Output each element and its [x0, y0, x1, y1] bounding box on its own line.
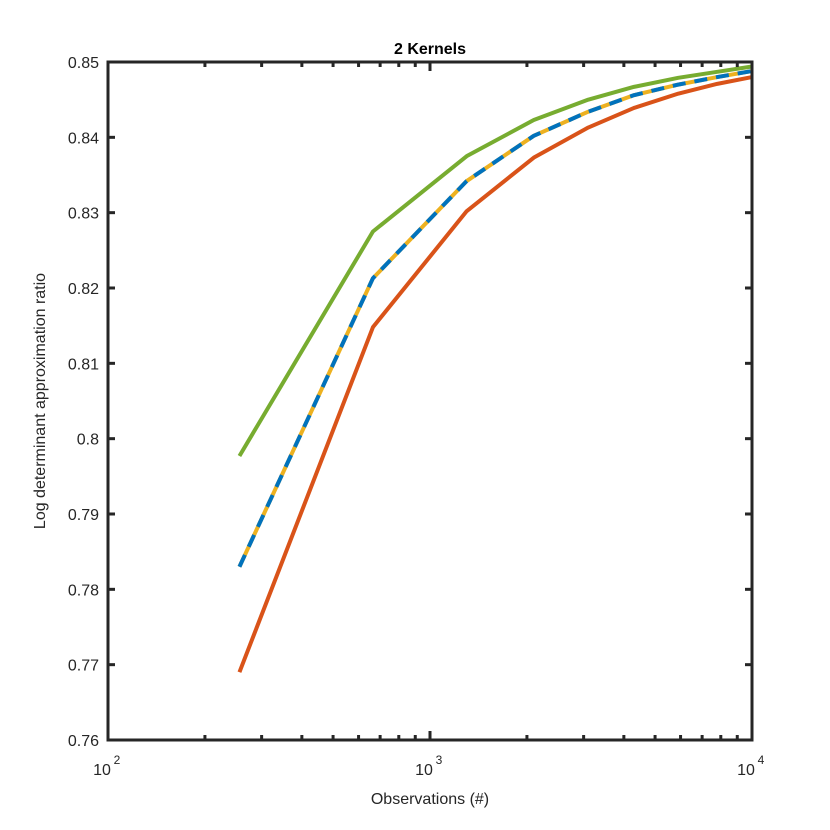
x-tick-label-exponent: 4 [758, 753, 765, 767]
series-line-4 [237, 69, 753, 568]
y-tick-label: 0.85 [68, 55, 99, 72]
series-line-2 [237, 75, 753, 673]
x-tick-label: 10 [93, 762, 111, 779]
series-line-3 [237, 69, 753, 568]
y-tick-label: 0.82 [68, 281, 99, 298]
plot-frame [106, 60, 754, 742]
y-tick-label: 0.84 [68, 130, 99, 147]
y-tick-label: 0.78 [68, 582, 99, 599]
y-tick-label: 0.81 [68, 356, 99, 373]
y-tick-label: 0.8 [77, 432, 99, 449]
x-axis-label: Observations (#) [371, 791, 489, 808]
x-tick-label: 10 [415, 762, 433, 779]
y-tick-label: 0.76 [68, 733, 99, 750]
y-tick-label: 0.83 [68, 206, 99, 223]
y-axis-label: Log determinant approximation ratio [32, 273, 49, 529]
x-tick-label-exponent: 3 [436, 753, 443, 767]
series-line-1 [237, 64, 753, 458]
chart-title: 2 Kernels [394, 41, 466, 58]
x-tick-label: 10 [737, 762, 755, 779]
series-layer [237, 64, 753, 673]
tick-layer: 0.76 0.77 0.78 0.79 0.8 0.81 0.82 0.83 0.84 0.85 1… [68, 55, 765, 779]
x-tick-label-exponent: 2 [114, 753, 121, 767]
y-tick-label: 0.77 [68, 658, 99, 675]
y-tick-label: 0.79 [68, 507, 99, 524]
